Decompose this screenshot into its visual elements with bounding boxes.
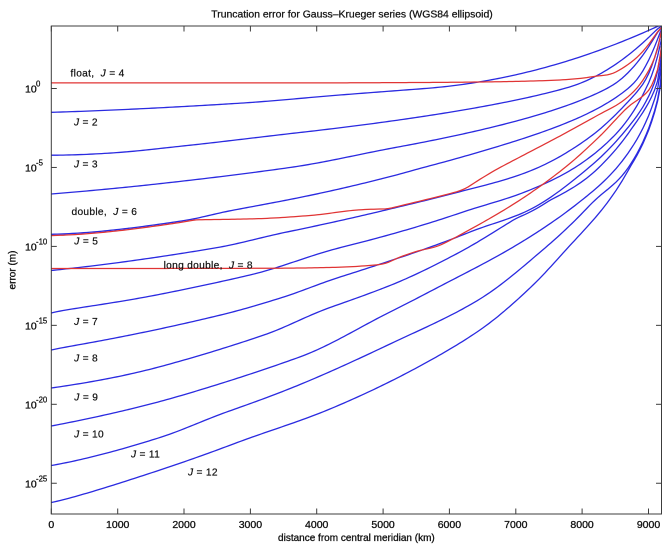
svg-text:-20: -20 xyxy=(36,396,48,405)
svg-text:long double, J = 8: long double, J = 8 xyxy=(164,261,253,272)
svg-text:2000: 2000 xyxy=(172,519,196,531)
svg-text:double, J = 6: double, J = 6 xyxy=(72,207,138,218)
svg-text:J = 12: J = 12 xyxy=(187,468,218,479)
svg-text:0: 0 xyxy=(48,519,54,531)
svg-text:error (m): error (m) xyxy=(8,251,19,290)
svg-text:distance from central meridian: distance from central meridian (km) xyxy=(278,533,435,544)
svg-text:-25: -25 xyxy=(36,474,48,483)
svg-text:J = 2: J = 2 xyxy=(73,117,98,128)
svg-text:Truncation error for Gauss–Kru: Truncation error for Gauss–Krueger serie… xyxy=(211,10,492,21)
svg-text:10: 10 xyxy=(25,400,37,412)
svg-text:J = 5: J = 5 xyxy=(73,236,98,247)
svg-text:J = 7: J = 7 xyxy=(73,317,98,328)
svg-text:-10: -10 xyxy=(36,238,48,247)
svg-text:6000: 6000 xyxy=(438,519,462,531)
svg-text:5000: 5000 xyxy=(371,519,395,531)
svg-text:1000: 1000 xyxy=(106,519,130,531)
svg-text:J = 9: J = 9 xyxy=(73,393,98,404)
svg-text:8000: 8000 xyxy=(570,519,594,531)
svg-text:4000: 4000 xyxy=(305,519,329,531)
svg-text:10: 10 xyxy=(25,163,37,175)
svg-text:10: 10 xyxy=(25,478,37,490)
svg-text:J = 8: J = 8 xyxy=(73,353,98,364)
svg-text:-15: -15 xyxy=(36,317,48,326)
svg-text:10: 10 xyxy=(25,321,37,333)
svg-text:0: 0 xyxy=(36,80,41,89)
svg-text:3000: 3000 xyxy=(239,519,263,531)
svg-text:J = 3: J = 3 xyxy=(73,160,98,171)
svg-text:10: 10 xyxy=(25,84,37,96)
svg-text:float, J = 4: float, J = 4 xyxy=(71,69,125,80)
svg-text:7000: 7000 xyxy=(504,519,528,531)
svg-text:10: 10 xyxy=(25,242,37,254)
svg-text:J = 11: J = 11 xyxy=(130,450,160,461)
svg-text:-5: -5 xyxy=(36,159,44,168)
svg-text:J = 10: J = 10 xyxy=(73,430,104,441)
svg-text:9000: 9000 xyxy=(637,519,661,531)
